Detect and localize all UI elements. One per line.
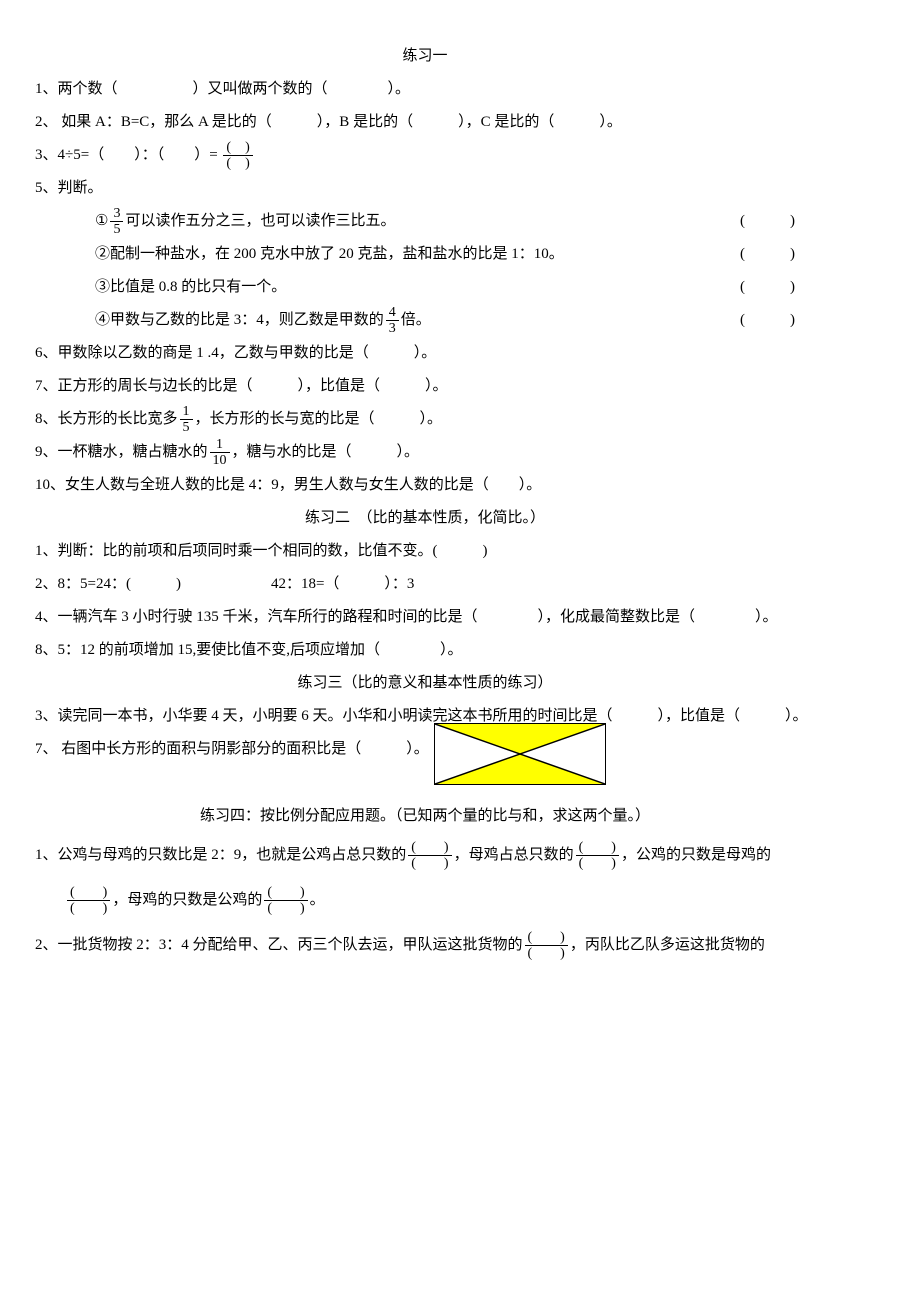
q1-1: 1、两个数（ ）又叫做两个数的（ ）。 — [35, 73, 815, 106]
rectangle-diagram — [434, 723, 606, 785]
q4-2-a: 2、一批货物按 2：3：4 分配给甲、乙、丙三个队去运，甲队运这批货物的 — [35, 937, 523, 953]
q1-8: 8、长方形的长比宽多15，长方形的长与宽的比是（ ）。 — [35, 403, 815, 436]
q4-1-a: 1、公鸡与母鸡的只数比是 2：9，也就是公鸡占总只数的 — [35, 847, 406, 863]
q1-9: 9、一杯糖水，糖占糖水的110，糖与水的比是（ ）。 — [35, 436, 815, 469]
q1-8-post: ，长方形的长与宽的比是（ ）。 — [195, 411, 443, 427]
judge-paren: ( ) — [740, 304, 795, 337]
q1-5-4-frac: 43 — [386, 305, 399, 337]
q3-3: 3、读完同一本书，小华要 4 天，小明要 6 天。小华和小明读完这本书所用的时间… — [35, 700, 815, 733]
q1-6: 6、甲数除以乙数的商是 1 .4，乙数与甲数的比是（ ）。 — [35, 337, 815, 370]
q1-5-4-post: 倍。 — [401, 312, 431, 328]
judge-paren: ( ) — [740, 271, 795, 304]
q3-7-container: 7、 右图中长方形的面积与阴影部分的面积比是（ ）。 — [35, 733, 815, 785]
section-title-3: 练习三（比的意义和基本性质的练习） — [35, 667, 815, 700]
q4-2: 2、一批货物按 2：3：4 分配给甲、乙、丙三个队去运，甲队运这批货物的( )(… — [35, 923, 815, 968]
q2-1: 1、判断：比的前项和后项同时乘一个相同的数，比值不变。( ) — [35, 535, 815, 568]
q2-4: 4、一辆汽车 3 小时行驶 135 千米，汽车所行的路程和时间的比是（ ），化成… — [35, 601, 815, 634]
q1-2: 2、 如果 A：B=C，那么 A 是比的（ ），B 是比的（ ），C 是比的（ … — [35, 106, 815, 139]
q1-5: 5、判断。 — [35, 172, 815, 205]
q2-8: 8、5：12 的前项增加 15,要使比值不变,后项应增加（ ）。 — [35, 634, 815, 667]
q1-9-pre: 9、一杯糖水，糖占糖水的 — [35, 444, 208, 460]
q4-1-line1: 1、公鸡与母鸡的只数比是 2：9，也就是公鸡占总只数的( )( )，母鸡占总只数… — [35, 833, 815, 878]
q1-5-3: ③比值是 0.8 的比只有一个。 ( ) — [35, 271, 795, 304]
q1-3-frac: ( ) ( ) — [223, 140, 252, 172]
q4-2-b: ，丙队比乙队多运这批货物的 — [570, 937, 765, 953]
q4-1-c: ，公鸡的只数是母鸡的 — [621, 847, 771, 863]
q1-3-pre: 3、4÷5=（ ）：（ ）= — [35, 147, 218, 163]
q1-5-1-pre: ① — [95, 213, 108, 229]
q4-1-e: 。 — [310, 892, 325, 908]
section-title-1: 练习一 — [35, 40, 815, 73]
q1-5-3-text: ③比值是 0.8 的比只有一个。 — [95, 271, 286, 304]
q1-10: 10、女生人数与全班人数的比是 4：9，男生人数与女生人数的比是（ ）。 — [35, 469, 815, 502]
q1-8-frac: 15 — [180, 404, 193, 436]
q1-5-4: ④甲数与乙数的比是 3：4，则乙数是甲数的43倍。 ( ) — [35, 304, 795, 337]
shaded-triangle-top — [435, 724, 605, 754]
judge-paren: ( ) — [740, 238, 795, 271]
q1-9-frac: 110 — [210, 437, 230, 469]
q2-2: 2、8：5=24：( ) 42：18=（ ）：3 — [35, 568, 815, 601]
q1-5-4-pre: ④甲数与乙数的比是 3：4，则乙数是甲数的 — [95, 312, 384, 328]
section-title-4: 练习四：按比例分配应用题。（已知两个量的比与和，求这两个量。） — [35, 800, 815, 833]
q1-5-1-post: 可以读作五分之三，也可以读作三比五。 — [125, 213, 395, 229]
judge-paren: ( ) — [740, 205, 795, 238]
q1-5-2: ②配制一种盐水，在 200 克水中放了 20 克盐，盐和盐水的比是 1：10。 … — [35, 238, 795, 271]
q1-9-post: ，糖与水的比是（ ）。 — [232, 444, 420, 460]
blank-frac: ( )( ) — [264, 885, 307, 917]
q4-1-d: ，母鸡的只数是公鸡的 — [112, 892, 262, 908]
section-title-2: 练习二 （比的基本性质，化简比。） — [35, 502, 815, 535]
q1-7: 7、正方形的周长与边长的比是（ ），比值是（ ）。 — [35, 370, 815, 403]
q4-1-b: ，母鸡占总只数的 — [454, 847, 574, 863]
blank-frac: ( )( ) — [408, 840, 451, 872]
q1-8-pre: 8、长方形的长比宽多 — [35, 411, 178, 427]
blank-frac: ( )( ) — [67, 885, 110, 917]
q1-5-1: ①35可以读作五分之三，也可以读作三比五。 ( ) — [35, 205, 795, 238]
q1-5-1-frac: 35 — [110, 206, 123, 238]
blank-frac: ( )( ) — [525, 930, 568, 962]
shaded-triangle-bottom — [435, 754, 605, 784]
blank-frac: ( )( ) — [576, 840, 619, 872]
q1-3: 3、4÷5=（ ）：（ ）= ( ) ( ) — [35, 139, 815, 172]
q3-7: 7、 右图中长方形的面积与阴影部分的面积比是（ ）。 — [35, 733, 429, 766]
q1-5-2-text: ②配制一种盐水，在 200 克水中放了 20 克盐，盐和盐水的比是 1：10。 — [95, 238, 564, 271]
q4-1-line2: ( )( )，母鸡的只数是公鸡的( )( )。 — [35, 878, 815, 923]
